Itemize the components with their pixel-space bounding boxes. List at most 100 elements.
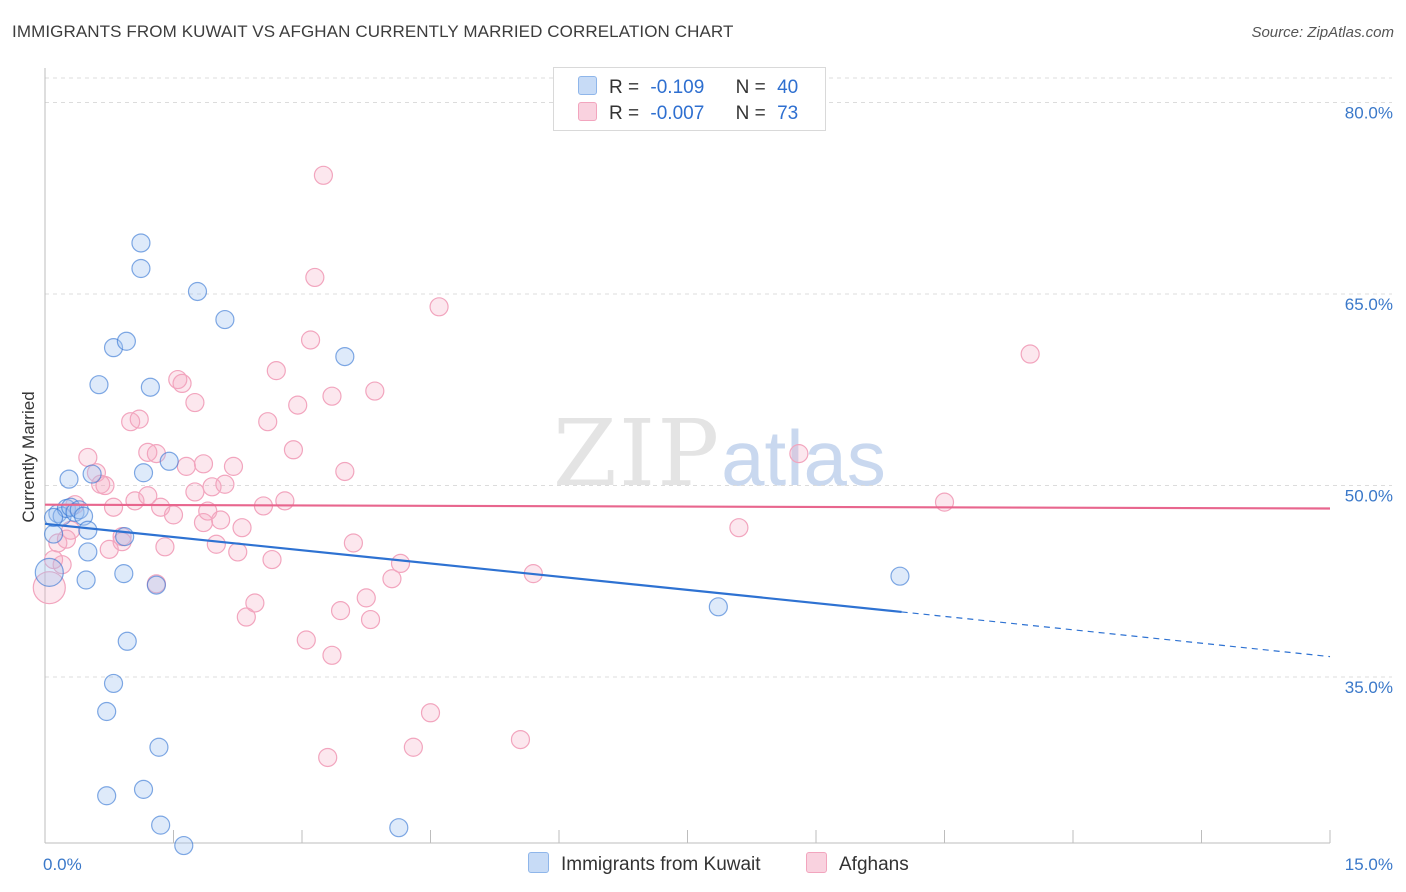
legend-n-value: 73: [777, 103, 799, 124]
legend-row-afghans: R = -0.007 N = 73: [578, 102, 798, 126]
data-point-afghans: [318, 747, 338, 768]
data-point-kuwait: [89, 375, 109, 395]
legend-row-kuwait: R = -0.109 N = 40: [578, 76, 798, 100]
data-point-afghans: [390, 553, 411, 574]
data-point-afghans: [729, 518, 749, 538]
series-afghans: [32, 165, 1040, 768]
data-point-afghans: [258, 412, 278, 432]
grid-lines: [45, 77, 1392, 678]
y-tick-label: 35.0%: [1345, 678, 1393, 697]
data-point-afghans: [211, 510, 231, 530]
data-point-kuwait: [146, 575, 166, 595]
legend-swatch-afghans: [806, 852, 827, 873]
stats-legend: R = -0.109 N = 40 R = -0.007 N = 73: [553, 67, 826, 131]
data-point-afghans: [138, 486, 158, 506]
data-point-afghans: [283, 440, 304, 460]
data-point-afghans: [365, 381, 385, 401]
data-point-kuwait: [116, 331, 136, 351]
legend-swatch-afghans: [578, 102, 597, 121]
data-point-kuwait: [114, 564, 134, 584]
data-point-kuwait: [159, 451, 179, 471]
data-point-afghans: [1020, 344, 1040, 364]
trend-line-afghans: [44, 503, 1331, 510]
data-point-afghans: [420, 703, 441, 723]
data-point-afghans: [330, 601, 351, 621]
data-point-kuwait: [78, 520, 98, 540]
watermark-atlas: atlas: [721, 414, 886, 502]
data-point-kuwait: [131, 233, 151, 253]
trend-line-kuwait: [44, 522, 902, 614]
trend-lines: [44, 503, 1331, 658]
data-point-kuwait: [708, 597, 728, 617]
data-point-kuwait: [133, 463, 154, 483]
data-point-afghans: [322, 386, 342, 406]
legend-swatch-kuwait: [578, 76, 597, 95]
watermark-zip: ZIP: [553, 400, 722, 507]
data-point-kuwait: [140, 377, 160, 397]
data-point-afghans: [129, 409, 149, 429]
data-point-afghans: [206, 534, 226, 554]
legend-swatch-kuwait: [528, 852, 549, 873]
data-point-kuwait: [117, 631, 137, 651]
data-point-afghans: [789, 444, 809, 464]
data-point-kuwait: [890, 566, 910, 586]
data-point-afghans: [322, 645, 342, 665]
data-point-afghans: [228, 542, 248, 562]
data-point-afghans: [510, 729, 531, 750]
data-point-afghans: [232, 518, 252, 538]
data-point-kuwait: [43, 507, 64, 528]
y-tick-label: 65.0%: [1345, 295, 1393, 314]
data-point-kuwait: [149, 737, 169, 757]
data-point-afghans: [185, 392, 205, 413]
data-point-afghans: [403, 737, 423, 757]
data-point-kuwait: [389, 818, 409, 838]
data-point-afghans: [95, 475, 115, 496]
data-point-afghans: [360, 609, 381, 630]
data-point-afghans: [52, 555, 72, 575]
data-point-afghans: [343, 533, 363, 553]
data-point-afghans: [223, 456, 244, 476]
data-point-afghans: [32, 571, 66, 605]
x-tick-label: 0.0%: [43, 855, 82, 874]
x-tick-label: 15.0%: [1345, 855, 1393, 874]
legend-item-kuwait[interactable]: Immigrants from Kuwait: [528, 852, 761, 876]
data-point-kuwait: [174, 835, 194, 856]
legend-n-value: 40: [777, 77, 799, 98]
data-point-afghans: [236, 607, 256, 627]
trend-line-kuwait-extrapolated: [901, 611, 1331, 658]
data-point-afghans: [335, 461, 355, 482]
watermark: ZIPatlas: [553, 400, 886, 507]
data-point-afghans: [245, 593, 265, 613]
y-tick-labels: 35.0% 50.0% 65.0% 80.0%: [1345, 104, 1393, 697]
data-point-afghans: [163, 505, 184, 525]
data-point-kuwait: [215, 309, 235, 330]
y-tick-label: 50.0%: [1345, 487, 1393, 506]
axes: [44, 68, 1331, 844]
data-point-afghans: [172, 373, 192, 393]
data-point-kuwait: [76, 570, 96, 590]
legend-n-label: N =: [735, 103, 766, 124]
data-point-kuwait: [103, 673, 124, 694]
legend-item-afghans[interactable]: Afghans: [806, 852, 909, 876]
legend-r-label: R =: [609, 77, 640, 98]
data-point-kuwait: [151, 815, 171, 835]
data-point-afghans: [193, 454, 214, 474]
legend-n-label: N =: [735, 77, 766, 98]
data-point-afghans: [193, 512, 214, 533]
data-point-afghans: [429, 297, 449, 317]
data-point-afghans: [305, 267, 325, 288]
y-tick-label: 80.0%: [1345, 104, 1393, 123]
data-point-afghans: [300, 330, 321, 350]
legend-label-kuwait: Immigrants from Kuwait: [561, 854, 761, 875]
data-point-afghans: [275, 491, 295, 511]
chart-title: IMMIGRANTS FROM KUWAIT VS AFGHAN CURRENT…: [12, 22, 734, 41]
data-point-afghans: [262, 549, 282, 570]
data-point-kuwait: [34, 557, 64, 587]
x-tick-labels: 0.0% 15.0%: [43, 855, 1393, 874]
legend-r-value: -0.109: [650, 77, 705, 98]
data-point-afghans: [288, 395, 308, 415]
data-point-kuwait: [187, 281, 208, 302]
data-point-kuwait: [82, 464, 102, 484]
data-point-kuwait: [133, 779, 154, 799]
data-point-afghans: [155, 537, 175, 557]
